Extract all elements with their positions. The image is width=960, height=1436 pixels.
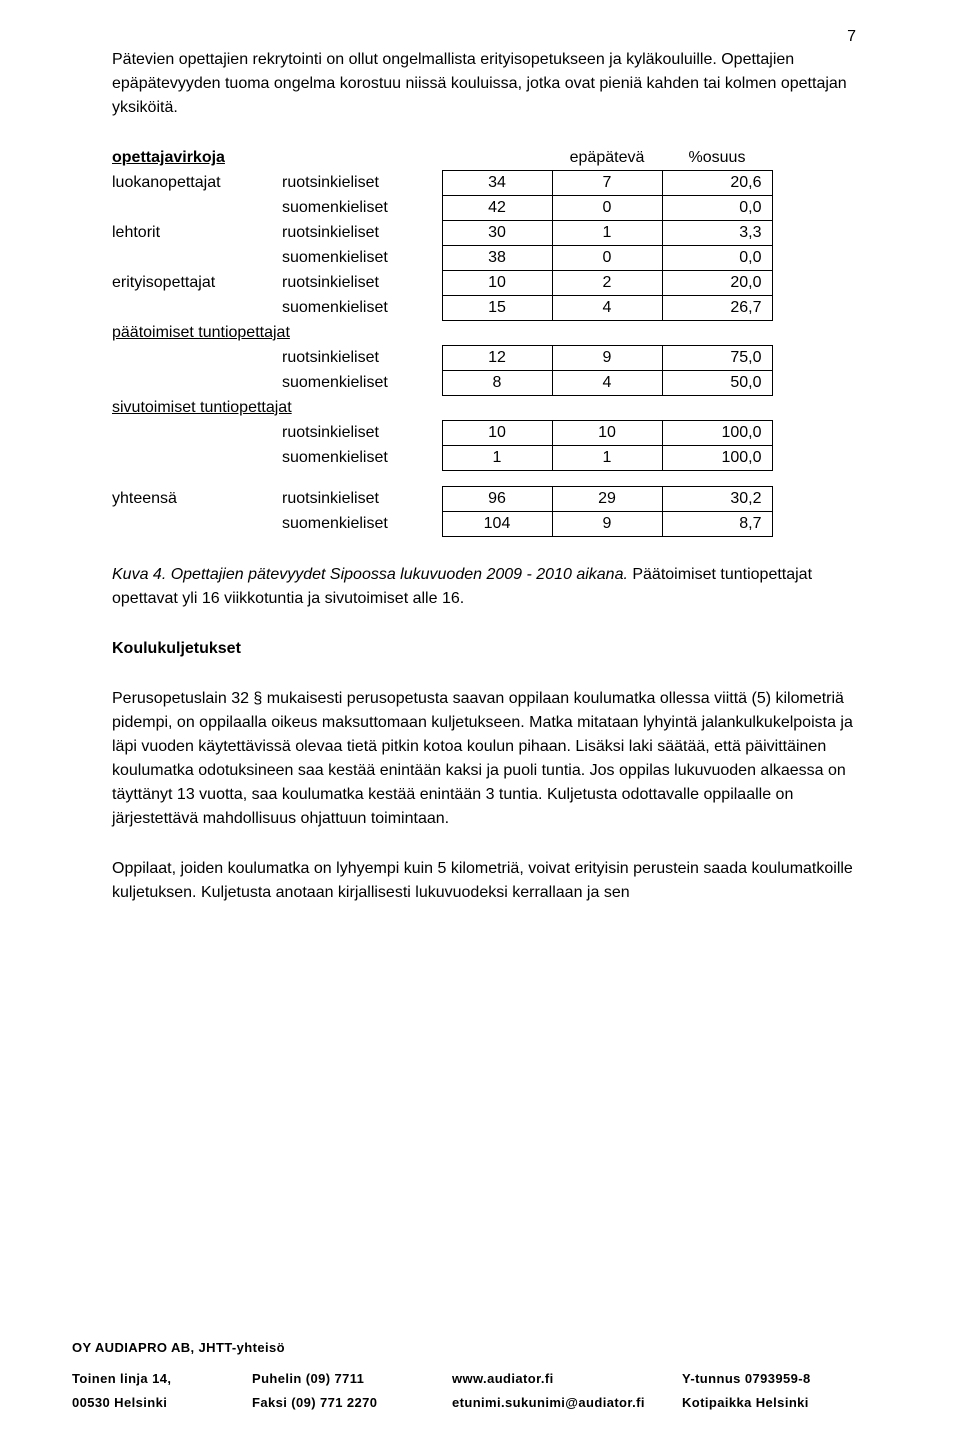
table-cell-unqual: 9 xyxy=(552,346,662,371)
table-cell-pct: 50,0 xyxy=(662,371,772,396)
table-cell-unqual: 1 xyxy=(552,221,662,246)
table-cell-lang: suomenkieliset xyxy=(282,512,442,537)
table-cell-lang: suomenkieliset xyxy=(282,196,442,221)
table-cell-count: 42 xyxy=(442,196,552,221)
table-cell-pct: 0,0 xyxy=(662,196,772,221)
table-cell-pct: 8,7 xyxy=(662,512,772,537)
table-cell-unqual: 2 xyxy=(552,271,662,296)
table-cell-blank xyxy=(112,512,282,537)
footer-address-2: 00530 Helsinki xyxy=(72,1391,252,1416)
table-cell-blank xyxy=(112,421,282,446)
intro-paragraph: Pätevien opettajien rekrytointi on ollut… xyxy=(112,48,864,120)
table-cell-pct: 75,0 xyxy=(662,346,772,371)
table-cell-blank xyxy=(112,246,282,271)
footer-email: etunimi.sukunimi@audiator.fi xyxy=(452,1391,682,1416)
table-header-label: opettajavirkoja xyxy=(112,146,282,171)
table-header-unqualified: epäpätevä xyxy=(552,146,662,171)
table-cell-unqual: 29 xyxy=(552,487,662,512)
table-cell-unqual: 7 xyxy=(552,171,662,196)
table-cell-count: 12 xyxy=(442,346,552,371)
table-cell-blank xyxy=(112,196,282,221)
transport-paragraph-2: Oppilaat, joiden koulumatka on lyhyempi … xyxy=(112,857,864,905)
table-cell-pct: 26,7 xyxy=(662,296,772,321)
table-cell-count: 30 xyxy=(442,221,552,246)
table-cell-blank xyxy=(112,346,282,371)
table-cell-unqual: 9 xyxy=(552,512,662,537)
table-header-blank xyxy=(282,146,442,171)
table-cell-blank xyxy=(112,446,282,471)
footer-row-1: Toinen linja 14, Puhelin (09) 7711 www.a… xyxy=(72,1367,888,1392)
section-heading: Koulukuljetukset xyxy=(112,637,864,661)
footer-org: OY AUDIAPRO AB, JHTT-yhteisö xyxy=(72,1336,888,1361)
table-cell-lang: ruotsinkieliset xyxy=(282,271,442,296)
figure-caption: Kuva 4. Opettajien pätevyydet Sipoossa l… xyxy=(112,563,864,611)
table-group-label: päätoimiset tuntiopettajat xyxy=(112,321,772,346)
table-cell-pct: 30,2 xyxy=(662,487,772,512)
table-header-pct: %osuus xyxy=(662,146,772,171)
table-cell-count: 10 xyxy=(442,421,552,446)
table-cell-lang: suomenkieliset xyxy=(282,296,442,321)
table-cell-lang: ruotsinkieliset xyxy=(282,171,442,196)
table-cell-count: 15 xyxy=(442,296,552,321)
table-cell-pct: 0,0 xyxy=(662,246,772,271)
table-cell-lang: ruotsinkieliset xyxy=(282,346,442,371)
table-cell-pct: 100,0 xyxy=(662,446,772,471)
footer-fax: Faksi (09) 771 2270 xyxy=(252,1391,452,1416)
transport-paragraph-1: Perusopetuslain 32 § mukaisesti perusope… xyxy=(112,687,864,831)
table-group-label: erityisopettajat xyxy=(112,271,282,296)
footer-phone: Puhelin (09) 7711 xyxy=(252,1367,452,1392)
table-group-label: sivutoimiset tuntiopettajat xyxy=(112,396,772,421)
table-cell-lang: ruotsinkieliset xyxy=(282,221,442,246)
footer-web: www.audiator.fi xyxy=(452,1367,682,1392)
table-cell-unqual: 4 xyxy=(552,296,662,321)
page-footer: OY AUDIAPRO AB, JHTT-yhteisö Toinen linj… xyxy=(72,1336,888,1416)
table-group-label: luokanopettajat xyxy=(112,171,282,196)
table-cell-lang: suomenkieliset xyxy=(282,371,442,396)
table-cell-lang: ruotsinkieliset xyxy=(282,487,442,512)
table-cell-unqual: 1 xyxy=(552,446,662,471)
table-cell-lang: suomenkieliset xyxy=(282,246,442,271)
footer-address-1: Toinen linja 14, xyxy=(72,1367,252,1392)
table-cell-count: 1 xyxy=(442,446,552,471)
table-cell-count: 104 xyxy=(442,512,552,537)
table-cell-count: 96 xyxy=(442,487,552,512)
table-group-label: lehtorit xyxy=(112,221,282,246)
teacher-table: opettajavirkoja epäpätevä%osuus luokanopet… xyxy=(112,146,773,537)
table-cell-count: 34 xyxy=(442,171,552,196)
table-group-label: yhteensä xyxy=(112,487,282,512)
table-cell-count: 8 xyxy=(442,371,552,396)
footer-domicile: Kotipaikka Helsinki xyxy=(682,1391,809,1416)
document-page: 7 Pätevien opettajien rekrytointi on oll… xyxy=(0,0,960,1436)
footer-row-2: 00530 Helsinki Faksi (09) 771 2270 etuni… xyxy=(72,1391,888,1416)
table-cell-unqual: 4 xyxy=(552,371,662,396)
table-cell-count: 38 xyxy=(442,246,552,271)
caption-italic: Kuva 4. Opettajien pätevyydet Sipoossa l… xyxy=(112,566,632,583)
table-cell-blank xyxy=(112,371,282,396)
table-cell-count: 10 xyxy=(442,271,552,296)
table-cell-unqual: 10 xyxy=(552,421,662,446)
table-cell-unqual: 0 xyxy=(552,196,662,221)
table-cell-pct: 100,0 xyxy=(662,421,772,446)
footer-businessid: Y-tunnus 0793959-8 xyxy=(682,1367,811,1392)
table-cell-pct: 20,6 xyxy=(662,171,772,196)
table-cell-unqual: 0 xyxy=(552,246,662,271)
table-cell-lang: suomenkieliset xyxy=(282,446,442,471)
table-cell-pct: 20,0 xyxy=(662,271,772,296)
table-header-count xyxy=(442,146,552,171)
page-number: 7 xyxy=(847,28,856,46)
table-cell-pct: 3,3 xyxy=(662,221,772,246)
table-cell-blank xyxy=(112,296,282,321)
table-cell-lang: ruotsinkieliset xyxy=(282,421,442,446)
